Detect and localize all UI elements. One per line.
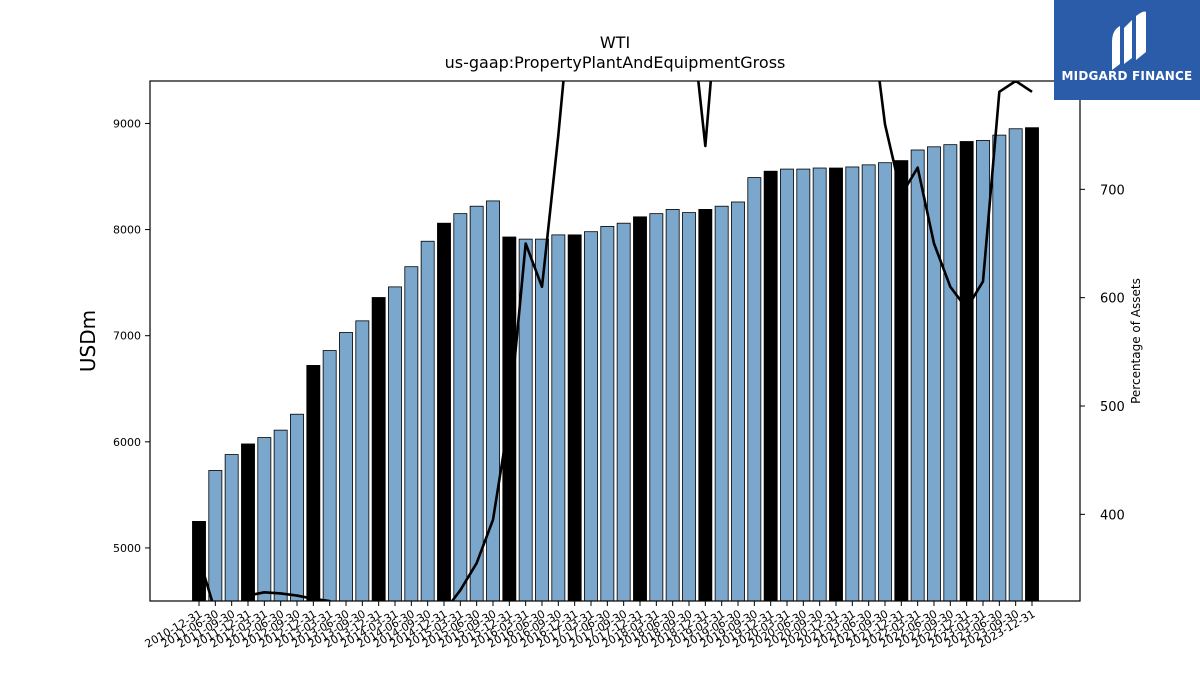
bar xyxy=(584,231,598,602)
bar xyxy=(355,320,370,602)
bar xyxy=(731,201,745,602)
right-axis: 400 500 600 700 xyxy=(1080,183,1125,523)
bar xyxy=(1008,128,1023,602)
bar xyxy=(714,205,729,602)
x-axis: 2010-12-312011-06-302011-09-302011-12-31… xyxy=(143,601,1038,651)
bar xyxy=(1025,127,1039,602)
y2-tick-label: 600 xyxy=(1100,292,1125,307)
bar xyxy=(910,149,925,602)
bar xyxy=(682,212,696,602)
y-tick-label: 7000 xyxy=(113,330,141,343)
y2-tick-label: 400 xyxy=(1100,508,1125,523)
chart-title: WTI xyxy=(600,33,630,52)
y2-tick-label: 500 xyxy=(1100,400,1125,415)
y2-tick-label: 700 xyxy=(1100,183,1125,198)
bar xyxy=(339,332,353,602)
y-axis-label: USDm xyxy=(76,310,100,372)
line-layer xyxy=(197,81,1033,601)
bar xyxy=(224,454,239,602)
y-tick-label: 9000 xyxy=(113,117,141,130)
bar xyxy=(992,134,1007,602)
bar xyxy=(371,297,386,602)
bar xyxy=(747,177,762,602)
percentage-line xyxy=(197,81,1033,601)
bar xyxy=(486,200,500,602)
plot-frame xyxy=(149,80,1081,602)
bar xyxy=(306,365,321,602)
bars-layer xyxy=(192,127,1039,602)
bar xyxy=(845,166,860,602)
bar xyxy=(829,167,843,602)
bar xyxy=(878,162,892,602)
left-axis: 5000 6000 7000 8000 9000 xyxy=(113,117,150,555)
bar xyxy=(861,164,876,602)
bar xyxy=(535,238,549,602)
logo-text: MIDGARD FINANCE xyxy=(1061,69,1193,83)
y2-axis-label: Percentage of Assets xyxy=(1129,278,1143,404)
bar xyxy=(633,216,647,602)
midgard-logo-icon xyxy=(1112,11,1146,70)
bar xyxy=(437,222,451,602)
bar xyxy=(257,437,272,602)
bar xyxy=(649,213,664,602)
bar xyxy=(551,234,566,602)
bar xyxy=(959,141,974,602)
bar xyxy=(404,266,419,602)
bar xyxy=(322,350,337,602)
bar xyxy=(698,209,713,602)
bar xyxy=(208,470,223,602)
bar xyxy=(273,429,288,602)
bar xyxy=(812,167,827,602)
brand-logo: MIDGARD FINANCE xyxy=(1054,0,1200,100)
bar xyxy=(796,168,811,602)
bar xyxy=(976,140,990,602)
bar xyxy=(894,160,909,602)
bar xyxy=(600,225,615,602)
bar xyxy=(420,240,435,602)
bar xyxy=(927,146,941,602)
bar xyxy=(241,443,255,602)
y-tick-label: 8000 xyxy=(113,224,141,237)
bar xyxy=(469,205,484,602)
bar xyxy=(388,286,402,602)
bar xyxy=(780,168,794,602)
bar xyxy=(665,209,680,602)
bar xyxy=(567,234,582,602)
y-tick-label: 5000 xyxy=(113,542,141,555)
bar xyxy=(453,213,468,602)
bar xyxy=(616,222,631,602)
chart-subtitle: us-gaap:PropertyPlantAndEquipmentGross xyxy=(445,53,786,72)
bar xyxy=(763,170,778,602)
bar xyxy=(943,144,958,602)
bar xyxy=(290,413,304,602)
y-tick-label: 6000 xyxy=(113,436,141,449)
